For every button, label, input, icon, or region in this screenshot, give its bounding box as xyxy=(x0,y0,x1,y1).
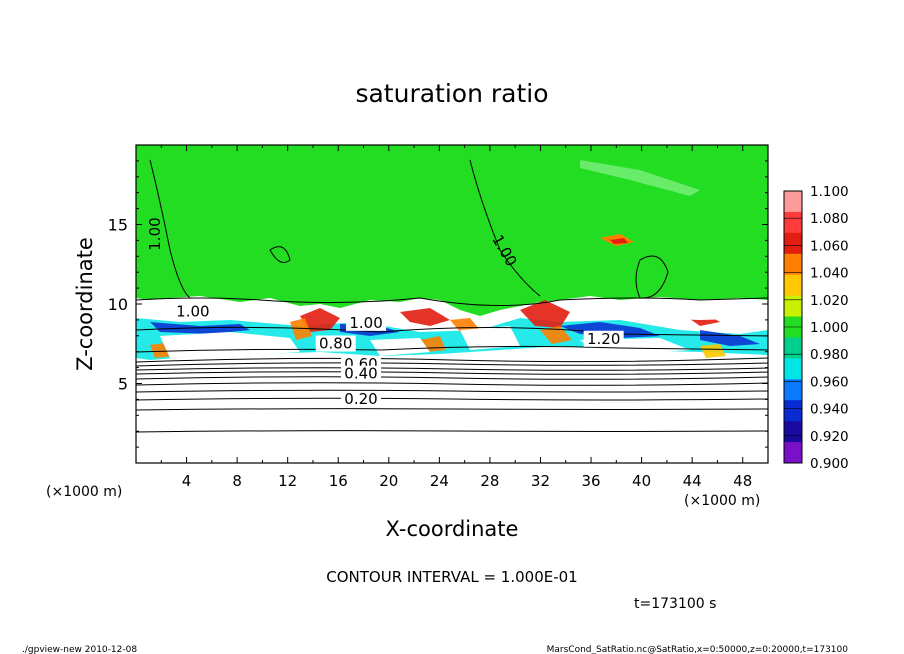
contour-label-bg xyxy=(172,303,213,320)
colorbar-label: 1.040 xyxy=(810,266,849,282)
saturated-green-region xyxy=(136,145,768,316)
colorbar-label: 1.100 xyxy=(810,184,849,200)
colorbar-label: 0.980 xyxy=(810,347,849,363)
x-tick-label: 44 xyxy=(683,472,702,490)
cloud-layer-blue xyxy=(150,322,760,346)
footer-right: MarsCond_SatRatio.nc@SatRatio,x=0:50000,… xyxy=(547,645,849,654)
contour-label-bg xyxy=(346,314,387,331)
colorbar-swatch xyxy=(784,379,802,401)
contour-label-bg xyxy=(340,365,381,382)
x-tick-label: 28 xyxy=(480,472,499,490)
upper-anomaly-red xyxy=(610,238,628,244)
colorbar: 1.100 1.080 1.060 1.040 1.020 1.000 0.980 0.960… xyxy=(783,184,849,472)
colorbar-label: 1.000 xyxy=(810,320,849,336)
colorbar-swatch xyxy=(784,295,802,318)
y-tick-label: 15 xyxy=(108,216,128,235)
contour-label: 0.40 xyxy=(344,365,377,383)
x-tick-label: 20 xyxy=(379,472,398,490)
colorbar-swatch xyxy=(784,358,802,380)
upper-contours xyxy=(136,159,768,353)
x-tick-label: 8 xyxy=(232,472,242,490)
colorbar-label: 0.900 xyxy=(810,456,849,472)
colorbar-label: 0.960 xyxy=(810,374,849,390)
contour-label-bg xyxy=(583,330,624,347)
colorbar-label: 0.940 xyxy=(810,402,849,418)
x-tick-label: 48 xyxy=(733,472,752,490)
colorbar-swatch xyxy=(784,232,802,255)
x-axis-label: X-coordinate xyxy=(386,517,519,541)
y-axis-label: Z-coordinate xyxy=(73,237,97,371)
y-tick-label: 5 xyxy=(118,375,128,394)
contour-label: 1.20 xyxy=(587,330,620,348)
colorbar-label: 0.920 xyxy=(810,429,849,445)
upper-light-streak xyxy=(580,160,700,196)
x-tick-label: 16 xyxy=(329,472,348,490)
chart-title: saturation ratio xyxy=(355,79,548,108)
contour-label-bg xyxy=(315,335,356,352)
colorbar-swatch xyxy=(784,253,802,276)
contour-label: 0.20 xyxy=(344,390,377,408)
x-tick-label: 36 xyxy=(581,472,600,490)
plot-field xyxy=(136,145,768,463)
colorbar-swatch xyxy=(784,211,802,234)
colorbar-swatch xyxy=(784,400,802,422)
x-unit-left: (×1000 m) xyxy=(46,484,122,500)
contour-interval-text: CONTOUR INTERVAL = 1.000E-01 xyxy=(326,568,577,586)
colorbar-label: 1.060 xyxy=(810,238,849,254)
contour-label: 1.00 xyxy=(176,303,209,321)
colorbar-swatch xyxy=(784,191,802,213)
contour-label-bg xyxy=(340,391,381,408)
contour-label: 1.00 xyxy=(146,217,164,250)
colorbar-swatch xyxy=(784,421,802,443)
x-unit-right: (×1000 m) xyxy=(684,493,760,509)
time-label: t=173100 s xyxy=(634,596,716,612)
colorbar-swatch xyxy=(784,274,802,297)
y-tick-label: 10 xyxy=(108,295,128,314)
colorbar-swatch xyxy=(784,337,802,359)
x-tick-label: 4 xyxy=(182,472,192,490)
contour-label: 0.80 xyxy=(319,335,352,353)
colorbar-label: 1.080 xyxy=(810,211,849,227)
colorbar-swatch xyxy=(784,442,802,464)
lower-contours xyxy=(136,357,768,433)
x-tick-label: 40 xyxy=(632,472,651,490)
footer-left: ./gpview-new 2010-12-08 xyxy=(22,645,137,654)
contour-label: 1.00 xyxy=(349,314,382,332)
colorbar-label: 1.020 xyxy=(810,293,849,309)
x-tick-label: 12 xyxy=(278,472,297,490)
x-tick-label: 32 xyxy=(531,472,550,490)
x-tick-label: 24 xyxy=(430,472,449,490)
